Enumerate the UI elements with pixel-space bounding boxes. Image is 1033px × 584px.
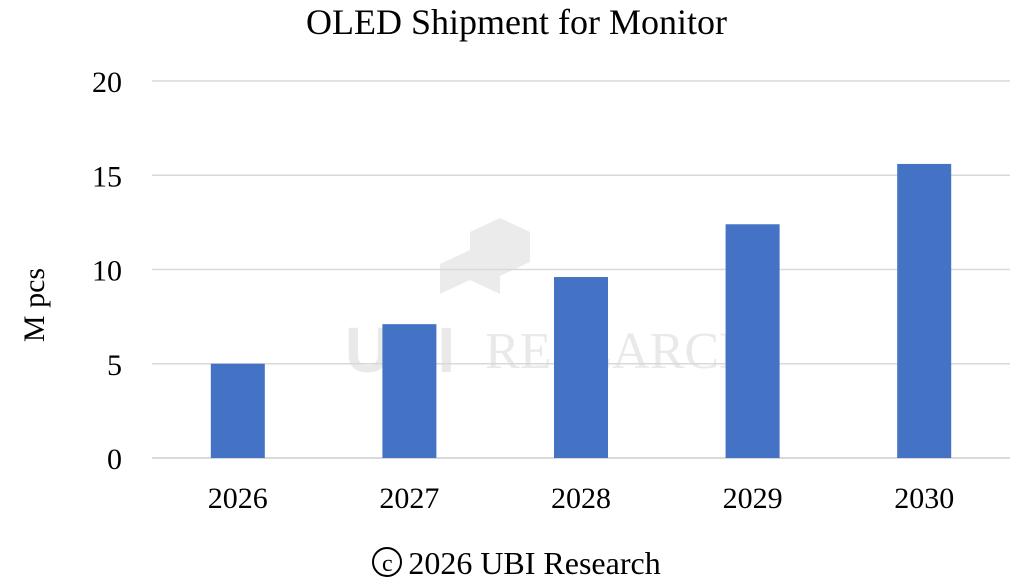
y-tick-labels: 0 5 10 15 20 — [92, 66, 122, 476]
x-tick-label: 2029 — [723, 482, 783, 515]
bar-2026 — [210, 363, 265, 458]
copyright-text: 2026 UBI Research — [408, 545, 661, 581]
chart-title: OLED Shipment for Monitor — [306, 2, 727, 42]
copyright-icon: c — [372, 547, 403, 577]
bar-2028 — [554, 277, 608, 458]
x-tick-labels: 2026 2027 2028 2029 2030 — [208, 482, 954, 515]
y-tick-label: 20 — [92, 66, 122, 99]
x-tick-label: 2026 — [208, 482, 268, 515]
x-tick-label: 2028 — [551, 482, 611, 515]
x-tick-label: 2027 — [379, 482, 439, 515]
x-tick-label: 2030 — [894, 482, 954, 515]
y-tick-label: 10 — [92, 255, 122, 288]
y-axis-label: M pcs — [18, 268, 51, 342]
y-tick-label: 5 — [107, 349, 122, 382]
cube-icon — [440, 218, 530, 294]
bars — [210, 163, 952, 458]
y-tick-label: 0 — [107, 443, 122, 476]
bar-2027 — [382, 324, 437, 458]
bar-2030 — [897, 163, 952, 458]
watermark-text: RESEARCH — [485, 323, 757, 380]
y-tick-label: 15 — [92, 160, 122, 193]
bar-2029 — [725, 224, 780, 458]
copyright-footer: c 2026 UBI Research — [0, 543, 1033, 583]
